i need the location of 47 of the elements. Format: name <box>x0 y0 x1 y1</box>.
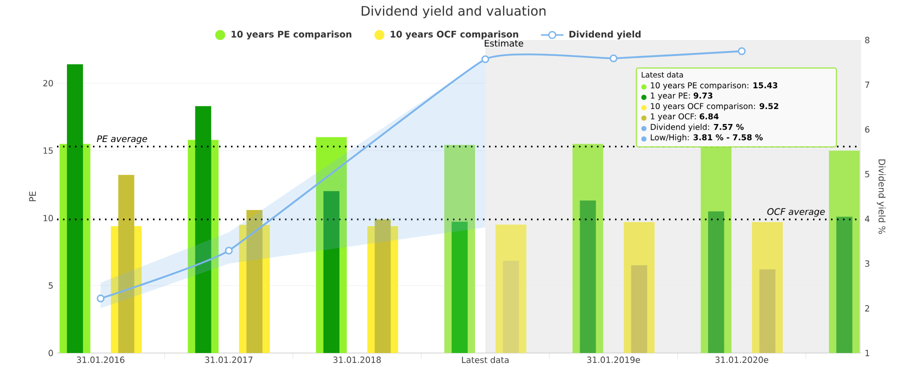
chart-title: Dividend yield and valuation <box>362 6 546 18</box>
bar <box>631 265 648 353</box>
y-tick-label: 0 <box>48 350 53 356</box>
y2-axis-title: Dividend yield % <box>876 159 886 234</box>
bar <box>708 211 724 353</box>
bar <box>195 106 212 353</box>
x-tick-label: 31.01.2018 <box>333 356 381 363</box>
y-tick-label: 5 <box>48 282 53 289</box>
y2-tick-label: 8 <box>865 36 870 44</box>
annotation: 1 year PE: 9.73 <box>650 92 712 100</box>
y2-tick-label: 6 <box>865 126 870 133</box>
bar <box>836 216 852 353</box>
bar <box>118 174 134 353</box>
bar <box>502 260 519 353</box>
legend-label: 10 years PE comparison <box>232 30 352 40</box>
ref-line-label: OCF average <box>767 208 825 217</box>
y-tick-label: 10 <box>44 214 53 222</box>
y-axis-title: PE <box>29 192 36 202</box>
x-tick-label: 31.01.2019e <box>587 356 640 363</box>
bar <box>374 219 391 353</box>
bar <box>452 222 468 353</box>
annotation: Dividend yield: 7.57 % <box>650 124 744 132</box>
bar <box>323 191 340 353</box>
x-tick-label: 31.01.2020e <box>715 356 768 363</box>
annotation: Low/High: 3.81 % - 7.58 % <box>650 134 763 142</box>
y2-tick-label: 4 <box>864 216 870 222</box>
y-tick-label: 15 <box>44 147 53 154</box>
y-tick-label: 20 <box>43 80 53 86</box>
bar <box>759 269 776 353</box>
y2-tick-label: 7 <box>865 82 870 88</box>
annotation: Estimate <box>484 40 524 47</box>
annotation: 1 year OCF: 6.84 <box>650 113 719 121</box>
x-tick-label: 31.01.2017 <box>205 356 252 363</box>
legend-label: Dividend yield <box>569 30 641 40</box>
legend-label: 10 years OCF comparison <box>390 30 518 40</box>
y2-tick-label: 3 <box>865 260 870 267</box>
y2-tick-label: 2 <box>865 305 870 312</box>
annotation: 10 years OCF comparison: 9.52 <box>650 102 778 111</box>
x-tick-label: Latest data <box>462 356 509 364</box>
ref-line-label: PE average <box>96 135 148 144</box>
y2-tick-label: 1 <box>865 350 870 356</box>
x-tick-label: 31.01.2016 <box>76 356 124 363</box>
y2-tick-label: 5 <box>865 170 870 178</box>
annotation: 10 years PE comparison: 15.43 <box>650 82 778 90</box>
bar <box>580 200 596 353</box>
bar <box>66 64 83 353</box>
bar <box>246 210 262 353</box>
